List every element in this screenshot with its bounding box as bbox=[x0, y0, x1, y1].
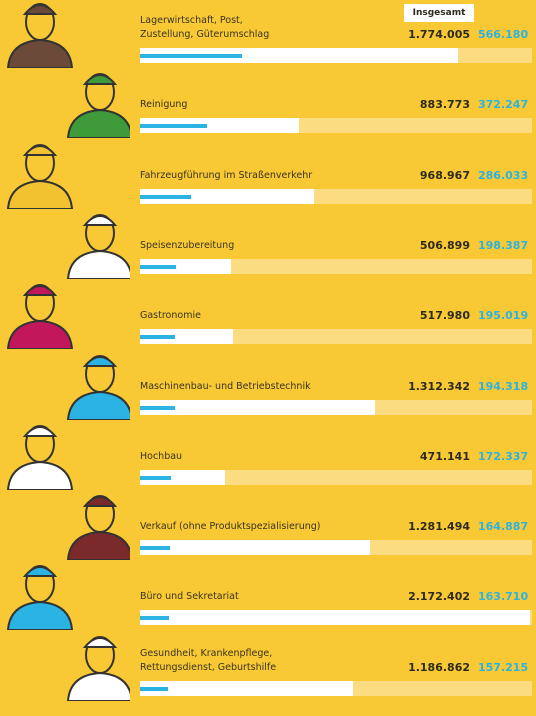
category-label: Büro und Sekretariat bbox=[140, 591, 239, 603]
category-label: Lagerwirtschaft, Post, Zustellung, Güter… bbox=[140, 15, 270, 40]
bar bbox=[140, 475, 171, 480]
person-icon bbox=[6, 565, 74, 631]
category-label: Gastronomie bbox=[140, 310, 201, 322]
person-icon bbox=[66, 495, 130, 561]
value-label: 372.247 bbox=[478, 98, 529, 112]
series-header: Insgesamt bbox=[404, 4, 474, 22]
category-label: Hochbau bbox=[140, 450, 183, 462]
value-label: 198.387 bbox=[478, 238, 529, 252]
person-icon bbox=[6, 143, 74, 209]
bar bbox=[140, 335, 175, 340]
bar bbox=[140, 264, 176, 269]
category-label: Gesundheit, Krankenpflege, Rettungsdiens… bbox=[140, 647, 277, 673]
person-icon bbox=[66, 635, 130, 701]
bar bbox=[140, 54, 242, 58]
value-label: 195.019 bbox=[478, 309, 529, 323]
bar-track bbox=[140, 469, 532, 485]
value-label: 163.710 bbox=[478, 590, 529, 604]
value-label: 517.980 bbox=[419, 309, 470, 323]
value-label: 1.312.342 bbox=[408, 379, 470, 393]
bar bbox=[140, 48, 459, 63]
category-label: Speisenzubereitung bbox=[140, 239, 235, 251]
bar bbox=[140, 546, 170, 551]
bar bbox=[140, 118, 299, 134]
bar-track bbox=[140, 329, 532, 345]
value-label: 506.899 bbox=[419, 238, 470, 252]
bar bbox=[140, 540, 370, 556]
value-label: 2.172.402 bbox=[408, 590, 470, 604]
bar bbox=[140, 616, 170, 621]
bar bbox=[140, 686, 169, 691]
bar bbox=[140, 680, 353, 696]
value-label: 883.773 bbox=[419, 98, 470, 112]
person-icon bbox=[66, 73, 130, 139]
bar bbox=[140, 194, 192, 199]
bar-track bbox=[140, 258, 532, 274]
bar bbox=[140, 610, 530, 626]
value-label: 1.774.005 bbox=[408, 28, 470, 41]
person-icon bbox=[66, 213, 130, 279]
person-icon bbox=[6, 3, 74, 68]
value-label: 164.887 bbox=[478, 520, 529, 534]
value-label: 968.967 bbox=[419, 168, 470, 182]
value-label: 566.180 bbox=[478, 28, 529, 41]
value-label: 1.281.494 bbox=[408, 520, 470, 534]
bar bbox=[140, 469, 225, 485]
person-icon bbox=[6, 424, 74, 490]
bar bbox=[140, 399, 376, 415]
category-label: Verkauf (ohne Produktspezialisierung) bbox=[140, 521, 321, 533]
bar bbox=[140, 405, 175, 410]
value-label: 194.318 bbox=[478, 379, 529, 393]
category-label: Maschinenbau- und Betriebstechnik bbox=[140, 380, 311, 392]
bar bbox=[140, 188, 314, 204]
bar bbox=[140, 124, 207, 129]
person-icon bbox=[6, 284, 74, 350]
value-label: 172.337 bbox=[478, 449, 529, 463]
category-label: Fahrzeugführung im Straßenverkehr bbox=[140, 169, 313, 181]
person-icon bbox=[66, 354, 130, 420]
bar bbox=[140, 329, 233, 345]
value-label: 286.033 bbox=[478, 168, 529, 182]
bar bbox=[140, 258, 231, 274]
value-label: 471.141 bbox=[419, 449, 470, 463]
value-label: 157.215 bbox=[478, 660, 529, 674]
value-label: 1.186.862 bbox=[408, 660, 470, 674]
category-label: Reinigung bbox=[140, 99, 188, 111]
